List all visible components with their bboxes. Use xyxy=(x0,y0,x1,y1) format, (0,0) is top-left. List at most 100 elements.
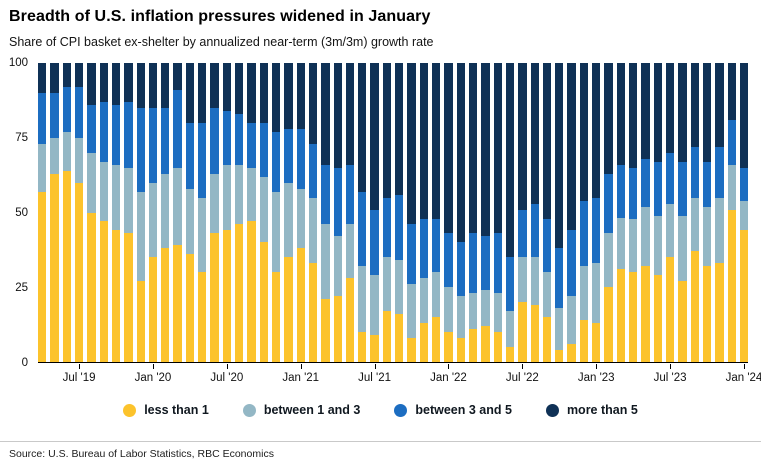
bar-mar-23 xyxy=(616,63,625,362)
bar-segment-between-3-and-5 xyxy=(222,110,231,165)
bar-apr-23 xyxy=(629,63,638,362)
bar-segment-more-than-5 xyxy=(444,63,453,234)
bar-jul-21: Jul '21 xyxy=(358,63,391,384)
bar-may-23 xyxy=(641,63,650,362)
bar-nov-19 xyxy=(124,63,133,362)
bar-jun-23 xyxy=(653,63,662,362)
bar-segment-more-than-5 xyxy=(50,63,59,93)
bar-segment-more-than-5 xyxy=(678,63,687,162)
bar-segment-more-than-5 xyxy=(321,63,330,165)
bar-segment-between-1-and-3 xyxy=(653,215,662,276)
bar-segment-between-3-and-5 xyxy=(99,101,108,162)
source-note: Source: U.S. Bureau of Labor Statistics,… xyxy=(0,441,761,469)
y-axis: 0 25 50 75 100 xyxy=(0,57,33,369)
bar-segment-between-3-and-5 xyxy=(653,161,662,216)
bar-oct-22 xyxy=(555,63,564,362)
bar-segment-less-than-1 xyxy=(518,302,527,362)
bar-segment-less-than-1 xyxy=(50,173,59,362)
bar-segment-between-3-and-5 xyxy=(50,92,59,138)
bar-segment-more-than-5 xyxy=(407,63,416,225)
bar-segment-less-than-1 xyxy=(739,230,749,362)
bar-segment-less-than-1 xyxy=(87,212,96,362)
bar-segment-between-1-and-3 xyxy=(136,191,145,282)
bar-segment-more-than-5 xyxy=(702,63,712,162)
bar-segment-less-than-1 xyxy=(136,281,145,362)
bar-aug-22 xyxy=(530,63,539,362)
bar-dec-20 xyxy=(284,63,293,362)
bar-segment-less-than-1 xyxy=(321,299,330,362)
bar-segment-more-than-5 xyxy=(690,63,699,147)
chart-area: 0 25 50 75 100 Jul '19 Jan '20 Jul '20 Jan '21 J… xyxy=(0,57,761,393)
bar-jun-21 xyxy=(358,63,367,362)
bar-segment-less-than-1 xyxy=(604,287,613,362)
bar-segment-less-than-1 xyxy=(235,224,244,362)
bar-aug-20 xyxy=(235,63,244,362)
bar-segment-more-than-5 xyxy=(468,63,478,234)
bar-segment-between-3-and-5 xyxy=(481,236,490,291)
bar-segment-less-than-1 xyxy=(690,251,699,362)
bar-segment-between-3-and-5 xyxy=(259,122,268,177)
bar-segment-less-than-1 xyxy=(419,323,428,362)
bar-segment-more-than-5 xyxy=(173,63,182,90)
bar-nov-22 xyxy=(567,63,576,362)
bar-segment-between-1-and-3 xyxy=(530,257,539,306)
bar-segment-more-than-5 xyxy=(518,63,527,210)
bar-segment-more-than-5 xyxy=(284,63,293,129)
bar-segment-between-1-and-3 xyxy=(727,164,736,210)
bar-segment-more-than-5 xyxy=(161,63,170,108)
legend: less than 1 between 1 and 3 between 3 and … xyxy=(0,403,761,417)
bar-segment-between-1-and-3 xyxy=(222,164,231,231)
bar-apr-19 xyxy=(38,63,47,362)
bar-may-22 xyxy=(493,63,502,362)
x-axis-tick-label: Jul '20 xyxy=(210,372,244,384)
bar-segment-between-3-and-5 xyxy=(629,167,638,219)
bar-segment-less-than-1 xyxy=(407,338,416,362)
x-axis-tick xyxy=(226,364,228,369)
legend-swatch xyxy=(545,403,559,417)
bar-segment-between-3-and-5 xyxy=(74,86,84,138)
bar-segment-between-1-and-3 xyxy=(665,203,675,258)
bar-segment-between-1-and-3 xyxy=(382,257,392,312)
bar-segment-less-than-1 xyxy=(616,269,625,362)
bar-segment-between-1-and-3 xyxy=(432,272,441,318)
bar-segment-more-than-5 xyxy=(604,63,613,174)
bar-segment-more-than-5 xyxy=(432,63,441,219)
bar-segment-between-1-and-3 xyxy=(198,197,207,273)
bar-segment-more-than-5 xyxy=(111,63,121,105)
bar-segment-less-than-1 xyxy=(715,263,724,362)
bar-segment-between-3-and-5 xyxy=(505,257,515,312)
bar-segment-more-than-5 xyxy=(235,63,244,114)
bar-segment-between-3-and-5 xyxy=(493,233,502,294)
bar-dec-22 xyxy=(579,63,589,362)
legend-swatch xyxy=(242,403,256,417)
bar-segment-between-1-and-3 xyxy=(38,143,47,192)
bar-jul-23: Jul '23 xyxy=(654,63,687,384)
y-axis-tick-label: 100 xyxy=(8,57,28,69)
bar-segment-less-than-1 xyxy=(665,257,675,362)
x-axis-tick-label: Jan '20 xyxy=(134,372,172,384)
bar-segment-more-than-5 xyxy=(530,63,539,204)
x-axis-tick-label: Jul '23 xyxy=(653,372,687,384)
legend-item-less-than-1: less than 1 xyxy=(123,403,209,417)
bar-segment-less-than-1 xyxy=(185,254,195,362)
bar-segment-less-than-1 xyxy=(727,209,736,362)
legend-swatch xyxy=(123,403,137,417)
bar-segment-more-than-5 xyxy=(124,63,133,102)
bar-segment-between-3-and-5 xyxy=(407,224,416,285)
bar-segment-between-1-and-3 xyxy=(173,167,182,246)
bar-segment-more-than-5 xyxy=(259,63,268,123)
bar-segment-between-1-and-3 xyxy=(604,233,613,288)
bar-segment-less-than-1 xyxy=(259,242,268,362)
x-axis-tick xyxy=(522,364,524,369)
bar-jan-20: Jan '20 xyxy=(135,63,171,384)
bar-segment-between-3-and-5 xyxy=(210,107,219,174)
y-axis-tick-label: 75 xyxy=(15,132,28,144)
bar-segment-between-1-and-3 xyxy=(629,218,638,273)
bar-segment-less-than-1 xyxy=(702,266,712,362)
bar-segment-more-than-5 xyxy=(308,63,318,144)
bar-segment-between-3-and-5 xyxy=(468,233,478,294)
bar-segment-less-than-1 xyxy=(493,332,502,362)
bar-segment-less-than-1 xyxy=(592,323,601,362)
bar-segment-less-than-1 xyxy=(210,233,219,362)
bar-segment-between-3-and-5 xyxy=(715,146,724,198)
